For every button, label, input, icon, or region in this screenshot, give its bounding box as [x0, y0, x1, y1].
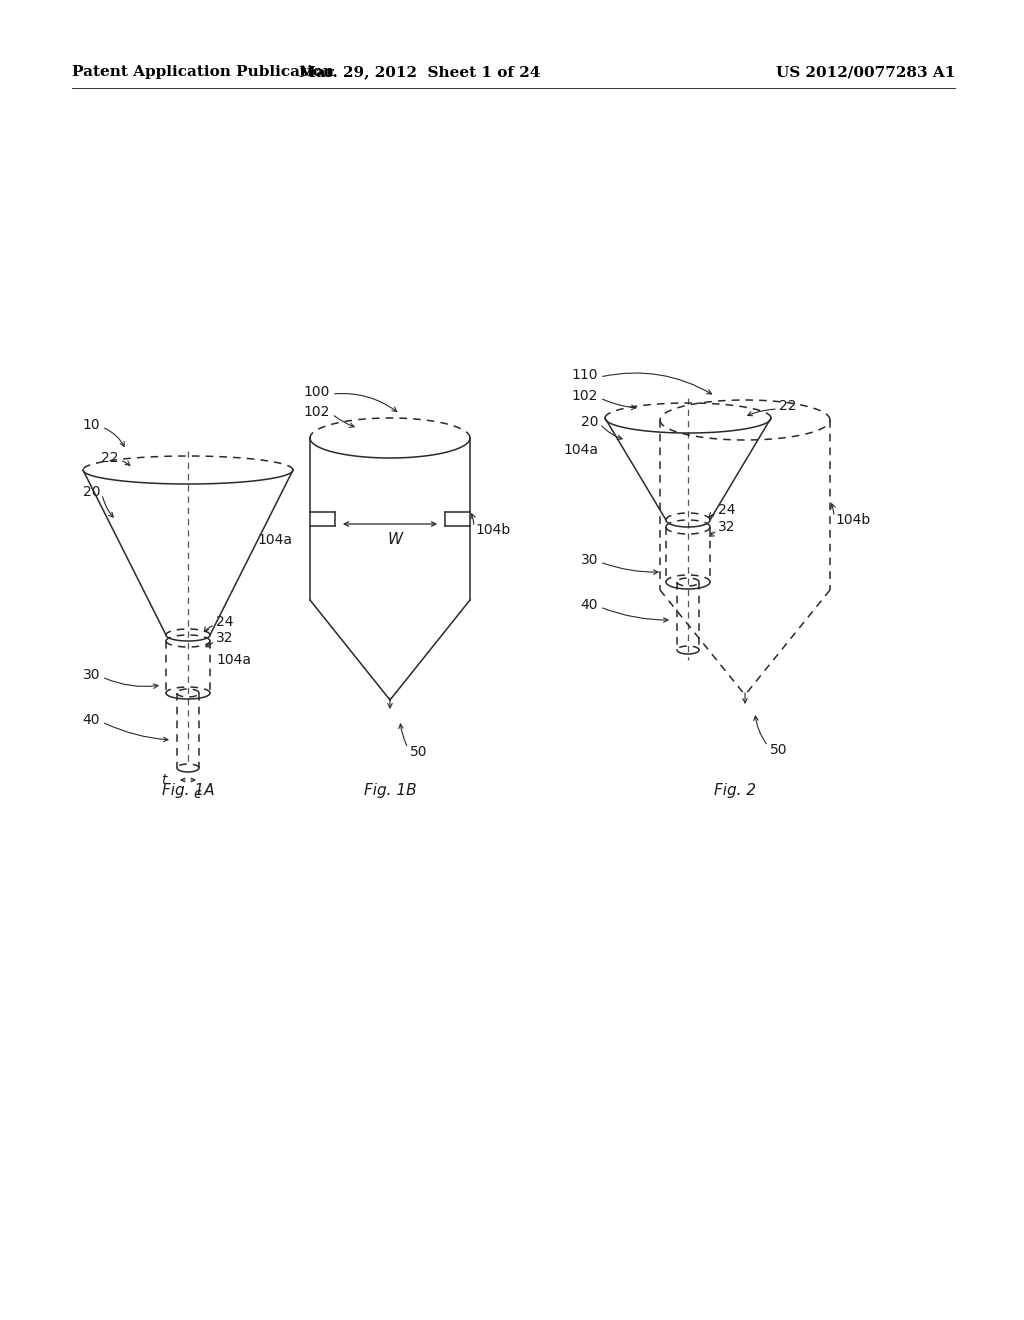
Text: 110: 110 — [571, 368, 598, 381]
Text: 30: 30 — [83, 668, 100, 682]
Text: 32: 32 — [718, 520, 735, 535]
Text: Fig. 1B: Fig. 1B — [364, 783, 417, 797]
Text: 24: 24 — [216, 615, 233, 630]
Text: US 2012/0077283 A1: US 2012/0077283 A1 — [775, 65, 955, 79]
Text: 102: 102 — [304, 405, 330, 418]
Text: 30: 30 — [581, 553, 598, 568]
Text: 20: 20 — [83, 484, 100, 499]
Text: 50: 50 — [410, 744, 427, 759]
Text: 104a: 104a — [216, 653, 251, 667]
Text: 104a: 104a — [257, 533, 292, 546]
Text: 50: 50 — [770, 743, 787, 756]
Text: 100: 100 — [304, 385, 330, 399]
Text: 10: 10 — [82, 418, 100, 432]
Text: Fig. 2: Fig. 2 — [714, 783, 756, 797]
Text: Fig. 1A: Fig. 1A — [162, 783, 214, 797]
Text: 32: 32 — [216, 631, 233, 645]
Text: Mar. 29, 2012  Sheet 1 of 24: Mar. 29, 2012 Sheet 1 of 24 — [299, 65, 541, 79]
Text: 104b: 104b — [835, 513, 870, 527]
Text: Patent Application Publication: Patent Application Publication — [72, 65, 334, 79]
Text: 20: 20 — [581, 414, 598, 429]
Text: t: t — [162, 774, 167, 787]
Text: 102: 102 — [571, 389, 598, 403]
Text: 22: 22 — [779, 399, 797, 413]
Text: 104a: 104a — [563, 444, 598, 457]
Text: 104b: 104b — [475, 523, 510, 537]
Text: 40: 40 — [581, 598, 598, 612]
Text: c: c — [193, 787, 201, 801]
Text: W: W — [387, 532, 402, 548]
Text: 24: 24 — [718, 503, 735, 517]
Text: 22: 22 — [100, 451, 118, 465]
Text: 40: 40 — [83, 713, 100, 727]
